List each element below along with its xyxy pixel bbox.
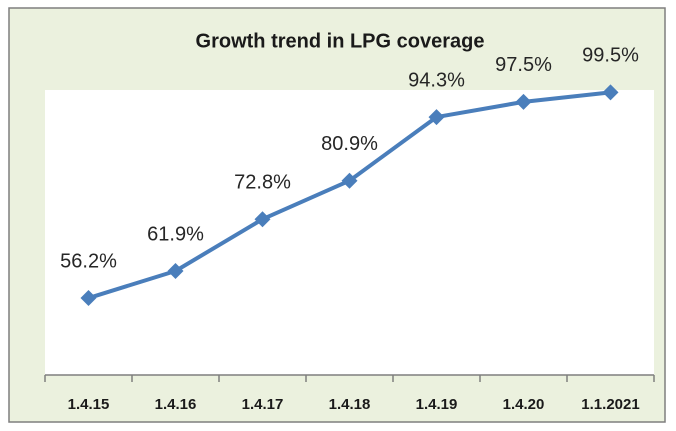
data-label: 72.8%	[234, 171, 291, 193]
data-label: 56.2%	[60, 250, 117, 272]
x-tick-label: 1.4.19	[416, 396, 458, 413]
data-point	[602, 84, 619, 101]
data-point	[167, 262, 184, 279]
x-tick-label: 1.1.2021	[581, 396, 639, 413]
data-label: 99.5%	[582, 45, 639, 67]
data-point	[428, 109, 445, 126]
x-tick-label: 1.4.17	[242, 396, 284, 413]
plot-area	[45, 90, 654, 375]
data-label: 97.5%	[495, 54, 552, 76]
x-tick-label: 1.4.15	[68, 396, 110, 413]
x-tick-label: 1.4.16	[155, 396, 197, 413]
chart-title: Growth trend in LPG coverage	[196, 30, 485, 52]
data-label: 94.3%	[408, 69, 465, 91]
data-point	[341, 172, 358, 189]
data-point	[80, 290, 97, 307]
data-label: 80.9%	[321, 133, 378, 155]
x-tick-label: 1.4.18	[329, 396, 371, 413]
data-label: 61.9%	[147, 223, 204, 245]
data-point	[515, 93, 532, 110]
data-point	[254, 211, 271, 228]
x-tick-label: 1.4.20	[503, 396, 545, 413]
